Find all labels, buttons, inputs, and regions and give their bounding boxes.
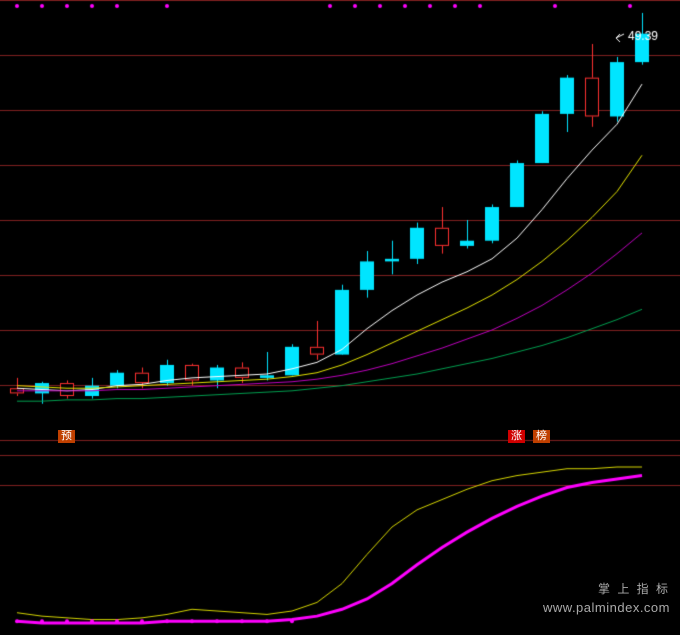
signal-badge: 预 [58,430,75,443]
signal-badge: 榜 [533,430,550,443]
signal-badge: 涨 [508,430,525,443]
watermark-line1: 掌 上 指 标 [598,580,670,597]
stock-chart [0,0,680,635]
watermark-line2: www.palmindex.com [543,600,670,615]
